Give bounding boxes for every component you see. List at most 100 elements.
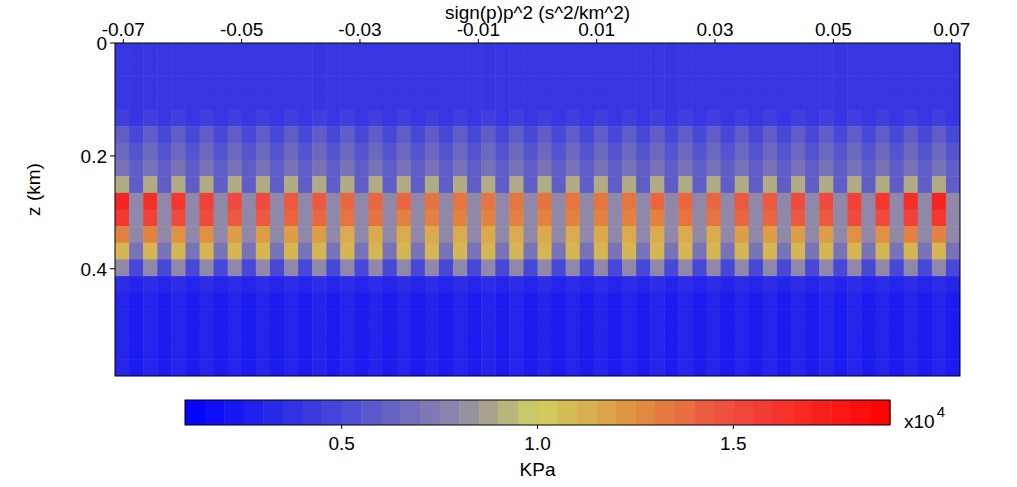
heat-cell — [298, 276, 313, 293]
heat-cell — [228, 359, 243, 376]
heat-cell — [171, 126, 186, 143]
heat-cell — [242, 126, 257, 143]
heat-cell — [664, 309, 679, 326]
heat-cell — [650, 293, 665, 310]
colorbar-segment — [792, 400, 812, 425]
heat-cell — [777, 309, 792, 326]
heat-cell — [214, 76, 229, 93]
heat-cell — [453, 243, 468, 260]
heat-cell — [819, 76, 834, 93]
heat-cell — [538, 93, 553, 110]
heat-cell — [678, 226, 693, 243]
colorbar-multiplier: x10 — [904, 411, 935, 432]
heat-cell — [326, 293, 341, 310]
heat-cell — [678, 110, 693, 127]
heat-cell — [509, 359, 524, 376]
heat-cell — [383, 126, 398, 143]
heat-cell — [749, 359, 764, 376]
heat-cell — [805, 259, 820, 276]
heat-cell — [369, 143, 384, 160]
heat-cell — [383, 309, 398, 326]
heat-cell — [298, 160, 313, 177]
heat-cell — [861, 43, 876, 60]
heat-cell — [200, 126, 215, 143]
heat-cell — [763, 243, 778, 260]
heat-cell — [594, 110, 609, 127]
heat-cell — [749, 110, 764, 127]
heat-cell — [495, 359, 510, 376]
heat-cell — [439, 160, 454, 177]
heat-cell — [298, 93, 313, 110]
heat-cell — [129, 176, 144, 193]
heat-cell — [692, 143, 707, 160]
heat-cell — [439, 110, 454, 127]
heat-cell — [777, 293, 792, 310]
heat-cell — [411, 226, 426, 243]
heat-cell — [439, 343, 454, 360]
heat-cell — [185, 309, 200, 326]
heat-cell — [678, 176, 693, 193]
heat-cell — [692, 43, 707, 60]
heat-cell — [270, 176, 285, 193]
heat-cell — [777, 126, 792, 143]
heat-cell — [833, 160, 848, 177]
heat-cell — [411, 293, 426, 310]
heat-cell — [411, 359, 426, 376]
heat-cell — [890, 210, 905, 227]
heat-cell — [932, 60, 947, 77]
heat-cell — [425, 93, 440, 110]
heat-cell — [622, 76, 637, 93]
heat-cell — [453, 76, 468, 93]
heat-cell — [692, 243, 707, 260]
heat-cell — [143, 309, 158, 326]
heat-cell — [369, 193, 384, 210]
heat-cell — [298, 76, 313, 93]
heat-cell — [890, 76, 905, 93]
heat-cell — [467, 326, 482, 343]
heat-cell — [185, 43, 200, 60]
heat-cell — [397, 359, 412, 376]
heat-cell — [354, 43, 369, 60]
heat-cell — [425, 309, 440, 326]
heat-cell — [425, 226, 440, 243]
heat-cell — [664, 126, 679, 143]
heat-cell — [298, 210, 313, 227]
heat-cell — [312, 243, 327, 260]
heat-cell — [946, 43, 960, 60]
colorbar-tick-label: 1.0 — [524, 433, 550, 454]
heat-cell — [467, 309, 482, 326]
heat-cell — [876, 226, 891, 243]
heat-cell — [707, 343, 722, 360]
heat-cell — [890, 43, 905, 60]
heat-cell — [369, 210, 384, 227]
heat-cell — [453, 110, 468, 127]
heat-cell — [819, 160, 834, 177]
heat-cell — [284, 110, 299, 127]
heat-cell — [861, 110, 876, 127]
heat-cell — [664, 193, 679, 210]
heat-cell — [847, 110, 862, 127]
heat-cell — [157, 76, 172, 93]
heat-cell — [411, 259, 426, 276]
heat-cell — [932, 110, 947, 127]
heat-cell — [636, 160, 651, 177]
heat-cell — [594, 243, 609, 260]
heat-cell — [946, 243, 960, 260]
heat-cell — [721, 93, 736, 110]
heat-cell — [270, 226, 285, 243]
heat-cell — [143, 176, 158, 193]
heat-cell — [932, 359, 947, 376]
heat-cell — [425, 160, 440, 177]
heat-cell — [819, 326, 834, 343]
heat-cell — [566, 226, 581, 243]
heat-cell — [157, 259, 172, 276]
heat-cell — [312, 210, 327, 227]
colorbar-segment — [557, 400, 577, 425]
heat-cell — [918, 293, 933, 310]
heat-cell — [171, 359, 186, 376]
heat-cell — [214, 93, 229, 110]
heat-cell — [129, 259, 144, 276]
heat-cell — [735, 143, 750, 160]
heat-cell — [819, 176, 834, 193]
heat-cell — [622, 93, 637, 110]
